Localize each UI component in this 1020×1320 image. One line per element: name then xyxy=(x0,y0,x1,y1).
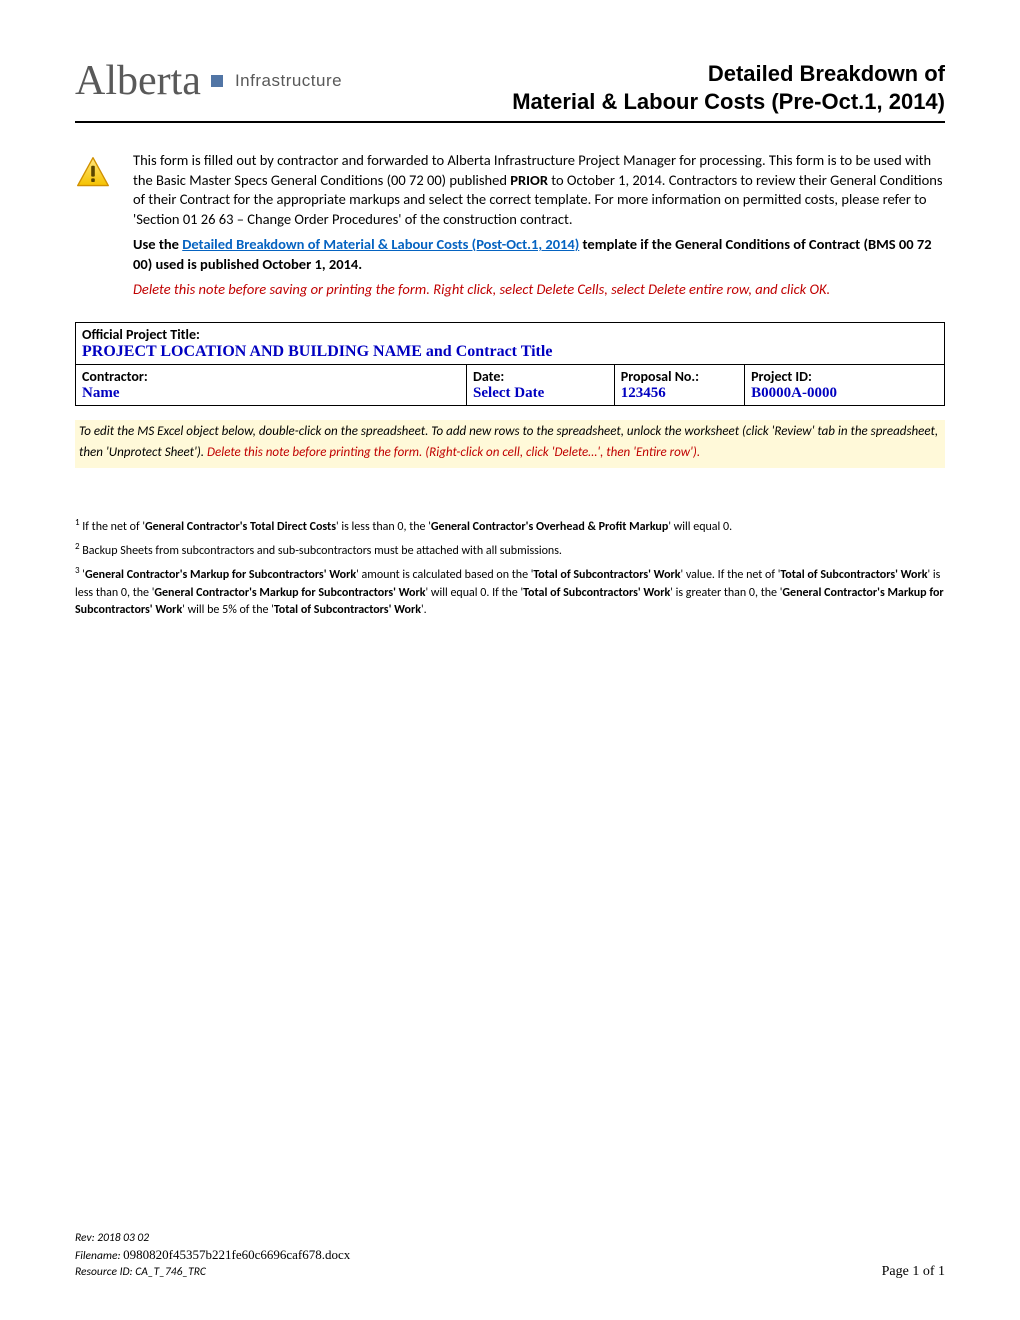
contractor-cell: Contractor: Name xyxy=(76,364,467,405)
intro-paragraph-1: This form is filled out by contractor an… xyxy=(133,151,945,229)
contractor-value[interactable]: Name xyxy=(82,385,460,402)
proposal-value[interactable]: 123456 xyxy=(621,385,738,402)
intro-text: This form is filled out by contractor an… xyxy=(133,151,945,306)
proposal-label: Proposal No.: xyxy=(621,368,738,385)
logo-wordmark: Alberta xyxy=(75,60,201,102)
project-id-label: Project ID: xyxy=(751,368,938,385)
logo: Alberta Infrastructure xyxy=(75,60,342,102)
intro-paragraph-2: Use the Detailed Breakdown of Material &… xyxy=(133,235,945,274)
title-line-2: Material & Labour Costs (Pre-Oct.1, 2014… xyxy=(512,88,945,116)
date-cell: Date: Select Date xyxy=(467,364,615,405)
project-title-cell: Official Project Title: PROJECT LOCATION… xyxy=(76,322,945,364)
project-info-table: Official Project Title: PROJECT LOCATION… xyxy=(75,322,945,406)
title-line-1: Detailed Breakdown of xyxy=(512,60,945,88)
date-label: Date: xyxy=(473,368,608,385)
footer-resource-id: Resource ID: CA_T_746_TRC xyxy=(75,1264,350,1280)
footnote-1: 1 If the net of 'General Contractor's To… xyxy=(75,516,945,536)
warning-icon xyxy=(75,155,111,191)
footer-filename: Filename: 0980820f45357b221fe60c6696caf6… xyxy=(75,1246,350,1264)
document-title: Detailed Breakdown of Material & Labour … xyxy=(512,60,945,115)
footer-left: Rev: 2018 03 02 Filename: 0980820f45357b… xyxy=(75,1230,350,1280)
warning-column xyxy=(75,151,117,306)
project-id-cell: Project ID: B0000A-0000 xyxy=(745,364,945,405)
excel-note-red: Delete this note before printing the for… xyxy=(207,445,700,460)
logo-department: Infrastructure xyxy=(235,71,342,91)
project-title-label: Official Project Title: xyxy=(82,326,938,343)
header: Alberta Infrastructure Detailed Breakdow… xyxy=(75,60,945,123)
proposal-cell: Proposal No.: 123456 xyxy=(614,364,744,405)
footer-page: Page 1 of 1 xyxy=(882,1264,945,1280)
excel-edit-note: To edit the MS Excel object below, doubl… xyxy=(75,420,945,468)
delete-note: Delete this note before saving or printi… xyxy=(133,280,945,300)
footnote-3: 3 'General Contractor's Markup for Subco… xyxy=(75,564,945,619)
intro-block: This form is filled out by contractor an… xyxy=(75,151,945,306)
footer: Rev: 2018 03 02 Filename: 0980820f45357b… xyxy=(75,1230,945,1280)
footnote-2: 2 Backup Sheets from subcontractors and … xyxy=(75,540,945,560)
project-title-value[interactable]: PROJECT LOCATION AND BUILDING NAME and C… xyxy=(82,343,938,361)
contractor-label: Contractor: xyxy=(82,368,460,385)
footnotes: 1 If the net of 'General Contractor's To… xyxy=(75,516,945,620)
date-value[interactable]: Select Date xyxy=(473,385,608,402)
logo-square-icon xyxy=(211,75,223,87)
post-oct-link[interactable]: Detailed Breakdown of Material & Labour … xyxy=(182,235,579,253)
footer-rev: Rev: 2018 03 02 xyxy=(75,1230,350,1246)
project-id-value[interactable]: B0000A-0000 xyxy=(751,385,938,402)
